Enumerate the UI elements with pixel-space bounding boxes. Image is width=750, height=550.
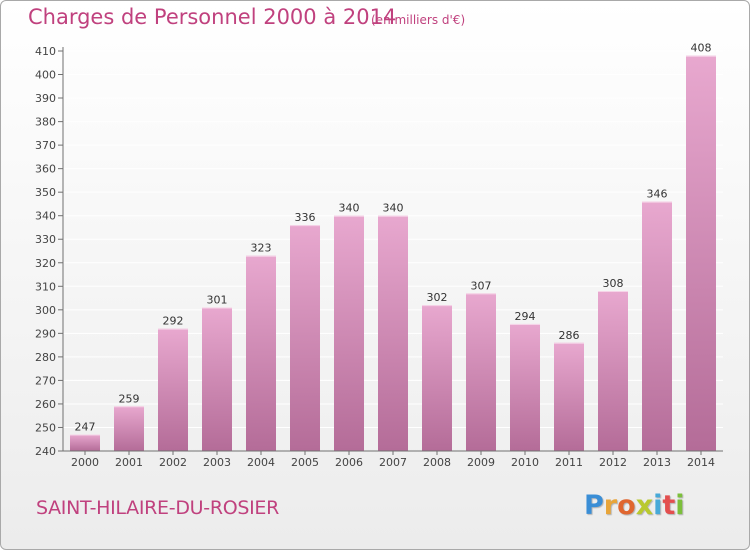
data-label: 340 [383,202,404,215]
data-label: 308 [603,277,624,290]
bar-2001 [114,406,144,451]
bar-2010 [510,323,540,451]
bar-2014 [686,55,716,452]
data-label: 346 [647,188,668,201]
data-label: 336 [295,211,316,224]
logo-letter: r [603,490,618,521]
x-tick-label: 2010 [511,456,539,469]
x-tick-label: 2007 [379,456,407,469]
y-tick-label: 320 [35,257,56,270]
x-tick-label: 2011 [555,456,583,469]
axes: 240 250 260 270 280 290 300 310 320 330 340 350 360 3… [35,45,723,469]
logo-letter: i [653,490,663,521]
data-label: 294 [515,310,536,323]
y-tick-label: 340 [35,210,56,223]
y-tick-label: 350 [35,186,56,199]
data-label: 292 [163,315,184,328]
y-tick-label: 400 [35,69,56,82]
logo-letter: i [675,490,685,521]
x-tick-label: 2000 [71,456,99,469]
data-label: 408 [691,42,712,55]
place-name: SAINT-HILAIRE-DU-ROSIER [36,497,280,519]
x-tick-label: 2001 [115,456,143,469]
y-tick-label: 300 [35,304,56,317]
y-tick-label: 240 [35,445,56,458]
bar-2000 [70,434,100,451]
y-tick-label: 370 [35,139,56,152]
x-tick-label: 2014 [687,456,715,469]
x-tick-label: 2012 [599,456,627,469]
x-tick-label: 2002 [159,456,187,469]
y-tick-label: 390 [35,92,56,105]
bar-2009 [466,293,496,451]
y-tick-label: 270 [35,374,56,387]
bar-2002 [158,328,188,451]
data-label: 302 [427,291,448,304]
bar-2011 [554,342,584,451]
data-label: 301 [207,293,228,306]
bar-2006 [334,215,364,451]
data-label: 286 [559,329,580,342]
y-tick-label: 380 [35,116,56,129]
proxiti-logo[interactable]: Proxiti [584,490,685,521]
x-tick-label: 2004 [247,456,275,469]
x-tick-label: 2013 [643,456,671,469]
bar-2004 [246,255,276,451]
logo-letter: x [635,490,654,521]
x-tick-label: 2009 [467,456,495,469]
chart-subtitle: (en milliers d'€) [371,13,466,27]
logo-letter: P [584,490,604,521]
data-label: 247 [75,421,96,434]
y-tick-label: 410 [35,45,56,58]
y-tick-label: 260 [35,398,56,411]
data-label: 307 [471,279,492,292]
y-tick-label: 310 [35,280,56,293]
x-tick-label: 2008 [423,456,451,469]
chart-title: Charges de Personnel 2000 à 2014 [28,5,397,29]
y-tick-label: 330 [35,233,56,246]
data-label: 340 [339,202,360,215]
x-tick-label: 2003 [203,456,231,469]
y-tick-label: 280 [35,351,56,364]
y-tick-label: 360 [35,163,56,176]
y-tick-label: 250 [35,421,56,434]
bar-2005 [290,225,320,451]
bar-2007 [378,215,408,451]
bar-2003 [202,307,232,451]
logo-letter: t [662,490,676,521]
bar-2008 [422,305,452,451]
bar-2013 [642,201,672,451]
data-label: 323 [251,242,272,255]
y-tick-label: 290 [35,327,56,340]
bar-2012 [598,291,628,451]
data-label: 259 [119,392,140,405]
logo-letter: o [617,490,636,521]
bars: 247 259 292 301 323 336 340 340 302 307 294 286 308 3… [70,42,716,452]
x-tick-label: 2005 [291,456,319,469]
x-tick-label: 2006 [335,456,363,469]
